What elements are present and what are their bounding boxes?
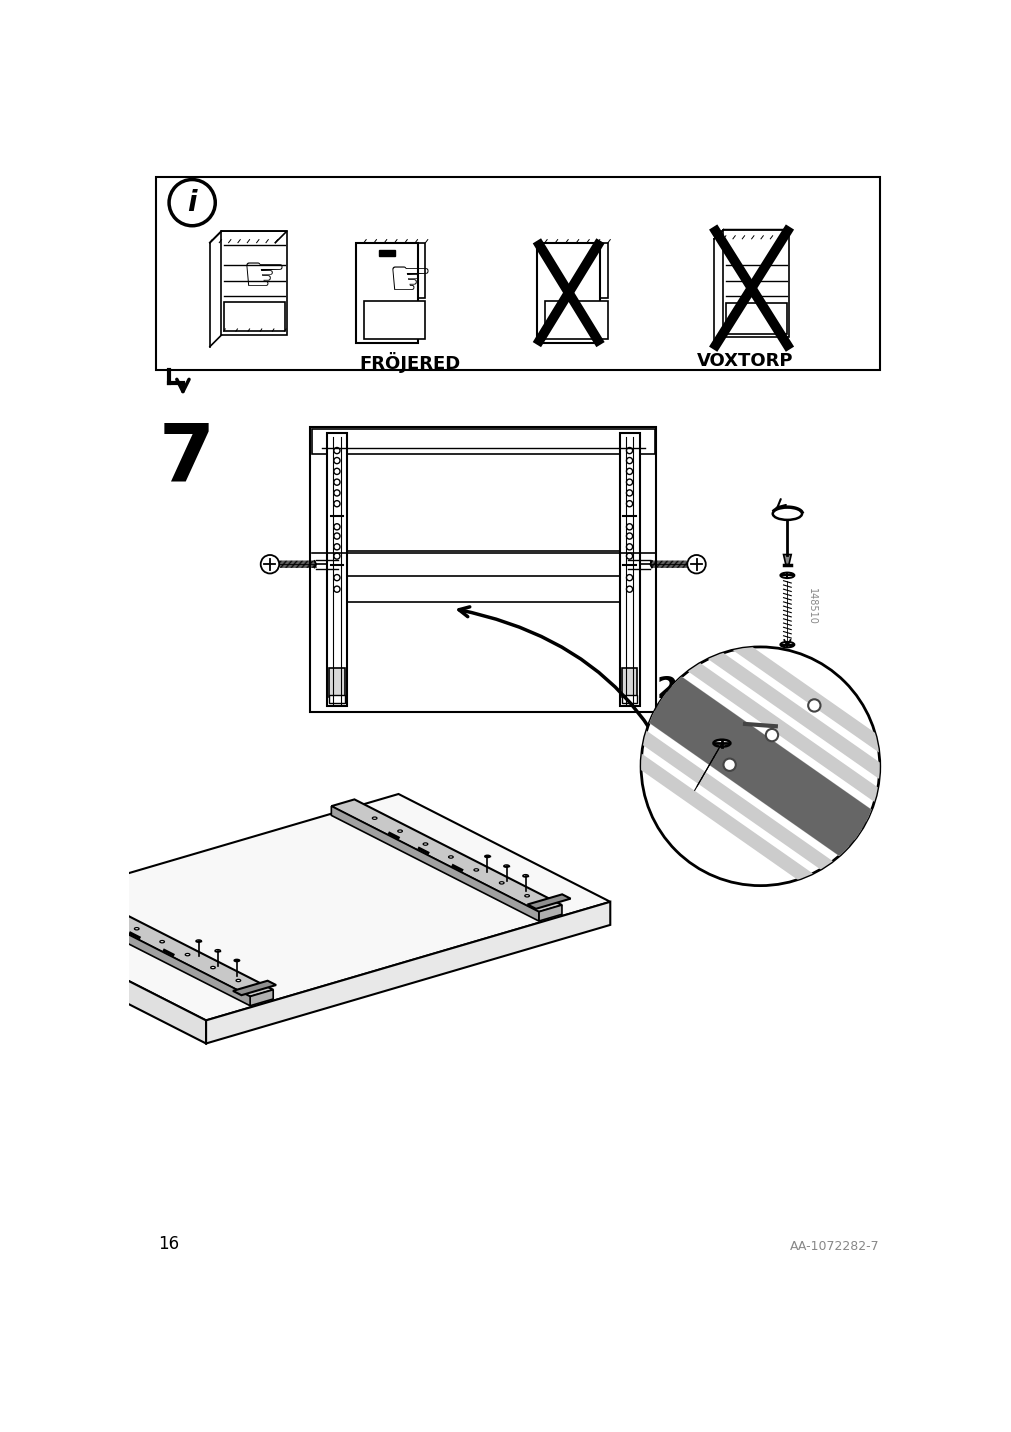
Circle shape — [626, 501, 632, 507]
Polygon shape — [0, 793, 610, 1021]
Ellipse shape — [109, 915, 113, 916]
Polygon shape — [42, 884, 273, 997]
Bar — [621, 667, 637, 697]
Circle shape — [334, 480, 340, 485]
Circle shape — [334, 544, 340, 550]
Bar — [537, 242, 600, 342]
Text: 16: 16 — [158, 1234, 179, 1253]
Circle shape — [626, 553, 632, 558]
Ellipse shape — [484, 855, 489, 858]
Ellipse shape — [523, 875, 528, 876]
Text: ☞: ☞ — [387, 258, 432, 305]
Circle shape — [626, 447, 632, 454]
Circle shape — [626, 468, 632, 474]
Circle shape — [261, 556, 279, 573]
Ellipse shape — [210, 967, 215, 968]
Bar — [364, 242, 425, 298]
Ellipse shape — [84, 902, 88, 904]
Ellipse shape — [160, 941, 164, 942]
Circle shape — [626, 586, 632, 593]
Bar — [544, 242, 608, 298]
Ellipse shape — [779, 642, 794, 647]
Circle shape — [626, 574, 632, 581]
Ellipse shape — [713, 740, 730, 746]
Circle shape — [626, 544, 632, 550]
Bar — [386, 243, 402, 249]
Polygon shape — [783, 554, 791, 564]
Ellipse shape — [473, 869, 478, 871]
Circle shape — [808, 699, 820, 712]
Bar — [723, 229, 789, 338]
Text: AA-1072282-7: AA-1072282-7 — [790, 1240, 879, 1253]
Ellipse shape — [779, 573, 794, 579]
Circle shape — [626, 457, 632, 464]
Ellipse shape — [372, 818, 376, 819]
Circle shape — [765, 729, 777, 742]
Bar — [329, 696, 345, 703]
Polygon shape — [331, 806, 538, 921]
Bar — [725, 304, 786, 334]
Circle shape — [626, 490, 632, 495]
Circle shape — [334, 457, 340, 464]
Circle shape — [334, 447, 340, 454]
Bar — [619, 432, 639, 706]
Text: i: i — [187, 189, 197, 216]
Bar — [327, 432, 347, 706]
Bar — [309, 428, 656, 712]
Bar — [329, 667, 345, 697]
Circle shape — [640, 647, 879, 885]
Bar — [621, 696, 637, 703]
Ellipse shape — [185, 954, 190, 955]
Ellipse shape — [772, 507, 801, 520]
Circle shape — [626, 480, 632, 485]
Text: 148510: 148510 — [806, 587, 816, 624]
Circle shape — [686, 556, 705, 573]
Polygon shape — [42, 891, 250, 1005]
Bar — [356, 242, 418, 342]
Text: 2x: 2x — [656, 674, 697, 703]
Circle shape — [334, 533, 340, 538]
Bar — [311, 430, 654, 454]
Ellipse shape — [503, 865, 509, 868]
Ellipse shape — [236, 979, 241, 982]
Circle shape — [334, 574, 340, 581]
Ellipse shape — [196, 939, 201, 942]
Bar — [156, 178, 879, 369]
Bar — [221, 231, 286, 335]
Text: ☞: ☞ — [241, 253, 286, 301]
Circle shape — [334, 501, 340, 507]
Circle shape — [626, 533, 632, 538]
Polygon shape — [233, 981, 276, 995]
Bar — [544, 301, 608, 339]
Circle shape — [334, 524, 340, 530]
Circle shape — [334, 490, 340, 495]
Bar — [364, 301, 425, 339]
Circle shape — [334, 468, 340, 474]
Circle shape — [723, 759, 735, 770]
Circle shape — [334, 553, 340, 558]
Polygon shape — [331, 799, 561, 912]
Bar — [223, 302, 284, 331]
Polygon shape — [538, 905, 561, 921]
Ellipse shape — [215, 949, 220, 952]
Text: 7: 7 — [158, 420, 214, 498]
Polygon shape — [527, 895, 570, 909]
Ellipse shape — [134, 928, 139, 929]
Polygon shape — [0, 912, 206, 1044]
Bar — [379, 249, 394, 256]
Ellipse shape — [448, 856, 453, 858]
Ellipse shape — [423, 843, 428, 845]
Text: VOXTORP: VOXTORP — [697, 352, 793, 369]
Ellipse shape — [234, 959, 240, 962]
Circle shape — [334, 586, 340, 593]
Polygon shape — [206, 902, 610, 1044]
Circle shape — [169, 179, 215, 226]
Text: FRÖJERED: FRÖJERED — [359, 352, 460, 372]
Ellipse shape — [525, 895, 529, 896]
Circle shape — [626, 524, 632, 530]
Polygon shape — [250, 990, 273, 1005]
Ellipse shape — [498, 882, 503, 884]
Ellipse shape — [397, 831, 402, 832]
